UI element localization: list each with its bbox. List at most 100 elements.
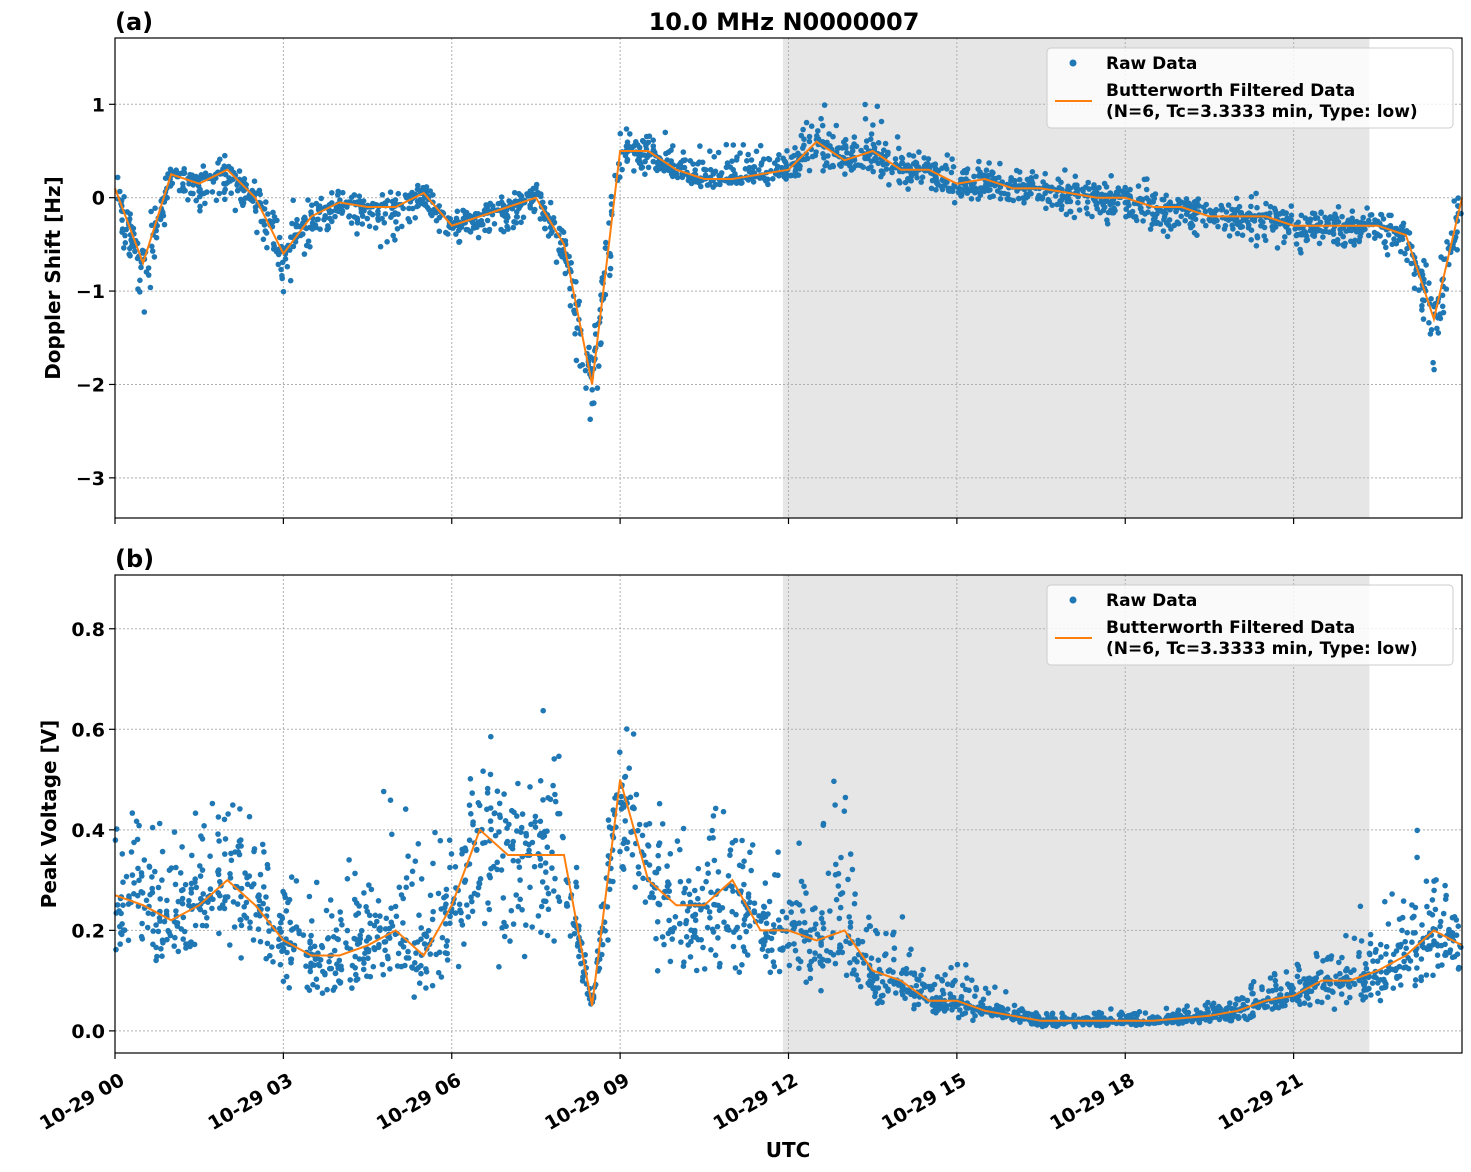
- raw-data-point: [1138, 205, 1144, 211]
- raw-data-point: [146, 863, 153, 870]
- raw-data-point: [767, 969, 774, 976]
- raw-data-point: [627, 131, 633, 137]
- raw-data-point: [309, 918, 315, 924]
- raw-data-point: [580, 974, 586, 980]
- raw-data-point: [913, 170, 919, 177]
- raw-data-point: [1104, 221, 1111, 227]
- raw-data-point: [654, 159, 661, 166]
- raw-data-point: [423, 969, 430, 975]
- raw-data-point: [677, 920, 683, 927]
- raw-data-point: [284, 263, 291, 270]
- raw-data-point: [1262, 237, 1269, 244]
- raw-data-point: [1149, 221, 1155, 228]
- raw-data-point: [1414, 965, 1420, 971]
- raw-data-point: [553, 259, 560, 266]
- raw-data-point: [532, 819, 538, 825]
- raw-data-point: [902, 179, 909, 186]
- raw-data-point: [145, 910, 152, 916]
- raw-data-point: [1327, 981, 1334, 987]
- raw-data-point: [260, 218, 267, 225]
- raw-data-point: [481, 207, 488, 214]
- raw-data-point: [705, 870, 711, 876]
- raw-data-point: [261, 884, 267, 890]
- raw-data-point: [172, 881, 179, 888]
- raw-data-point: [659, 821, 666, 827]
- raw-data-point: [954, 961, 961, 968]
- raw-data-point: [743, 928, 749, 935]
- raw-data-point: [837, 891, 844, 897]
- raw-data-point: [232, 207, 239, 214]
- raw-data-point: [838, 163, 844, 169]
- legend-raw-marker: [1069, 596, 1077, 604]
- raw-data-point: [1234, 230, 1241, 237]
- raw-data-point: [992, 984, 998, 990]
- raw-data-point: [825, 153, 831, 159]
- raw-data-point: [576, 953, 582, 960]
- raw-data-point: [1294, 973, 1301, 980]
- raw-data-point: [874, 930, 881, 937]
- raw-data-point: [400, 920, 406, 926]
- raw-data-point: [602, 928, 608, 934]
- raw-data-point: [300, 932, 307, 938]
- raw-data-point: [173, 908, 179, 914]
- raw-data-point: [951, 199, 958, 206]
- raw-data-point: [141, 309, 148, 315]
- raw-data-point: [1175, 220, 1182, 227]
- raw-data-point: [652, 869, 658, 876]
- raw-data-point: [1236, 203, 1243, 210]
- raw-data-point: [191, 941, 198, 948]
- raw-data-point: [796, 965, 802, 972]
- raw-data-point: [1267, 203, 1274, 210]
- raw-data-point: [411, 940, 418, 946]
- raw-data-point: [577, 363, 583, 369]
- raw-data-point: [340, 189, 346, 196]
- raw-data-point: [1455, 966, 1462, 972]
- raw-data-point: [243, 899, 250, 906]
- raw-data-point: [179, 900, 186, 907]
- raw-data-point: [654, 919, 661, 925]
- raw-data-point: [806, 133, 813, 140]
- raw-data-point: [366, 882, 372, 888]
- raw-data-point: [456, 238, 463, 245]
- raw-data-point: [237, 806, 243, 812]
- raw-data-point: [551, 756, 557, 762]
- raw-data-point: [737, 150, 743, 156]
- raw-data-point: [1367, 931, 1374, 938]
- raw-data-point: [412, 960, 418, 966]
- raw-data-point: [240, 202, 246, 209]
- raw-data-point: [987, 194, 993, 200]
- raw-data-point: [1042, 170, 1048, 177]
- raw-data-point: [335, 936, 342, 943]
- raw-data-point: [712, 805, 719, 812]
- panel-label-a: (a): [115, 8, 153, 36]
- raw-data-point: [681, 164, 688, 171]
- raw-data-point: [1339, 213, 1345, 220]
- raw-data-point: [337, 979, 344, 985]
- raw-data-point: [741, 881, 747, 888]
- raw-data-point: [513, 220, 520, 226]
- raw-data-point: [1226, 233, 1233, 239]
- raw-data-point: [346, 214, 352, 220]
- raw-data-point: [1403, 945, 1409, 952]
- raw-data-point: [1314, 215, 1321, 221]
- raw-data-point: [1348, 969, 1354, 976]
- raw-data-point: [364, 215, 371, 222]
- raw-data-point: [1437, 918, 1444, 925]
- raw-data-point: [238, 922, 245, 929]
- raw-data-point: [750, 164, 757, 170]
- raw-data-point: [1164, 233, 1171, 240]
- raw-data-point: [890, 931, 896, 938]
- raw-data-point: [714, 923, 721, 930]
- raw-data-point: [1375, 232, 1382, 238]
- raw-data-point: [457, 907, 463, 913]
- raw-data-point: [847, 960, 853, 966]
- raw-data-point: [537, 216, 544, 222]
- raw-data-point: [128, 849, 135, 855]
- raw-data-point: [243, 915, 250, 921]
- raw-data-point: [855, 937, 861, 944]
- raw-data-point: [550, 782, 556, 789]
- raw-data-point: [241, 904, 247, 910]
- raw-data-point: [949, 982, 956, 989]
- raw-data-point: [418, 936, 424, 942]
- raw-data-point: [159, 953, 165, 959]
